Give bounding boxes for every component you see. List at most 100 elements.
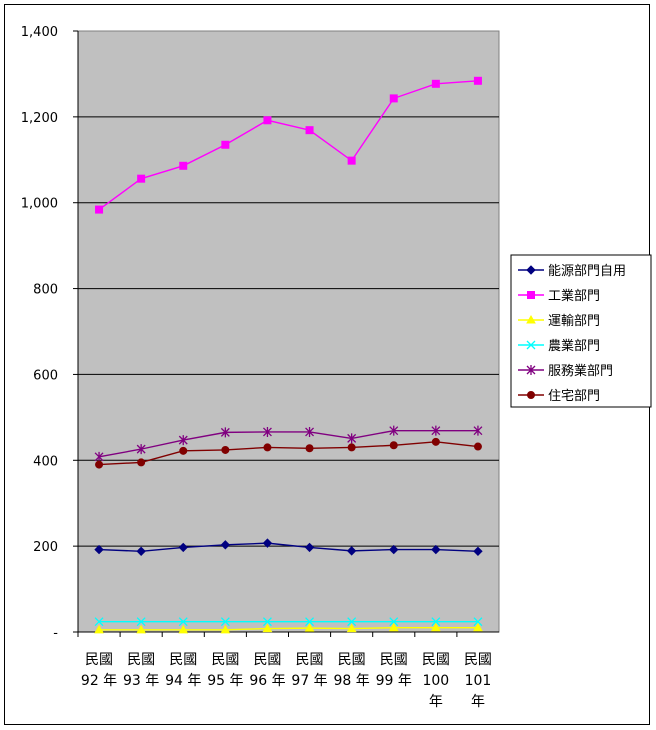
legend-label: 運輸部門 xyxy=(548,314,600,329)
data-point xyxy=(305,426,315,437)
series-line xyxy=(99,542,478,552)
data-point xyxy=(262,426,272,437)
data-point xyxy=(305,444,314,453)
data-point xyxy=(220,427,230,438)
data-point xyxy=(179,446,188,455)
x-tick-label: 民國 xyxy=(338,652,366,668)
series-group xyxy=(94,538,483,557)
x-tick-label: 93 年 xyxy=(123,673,159,689)
data-point xyxy=(473,425,483,436)
y-tick-label: 1,200 xyxy=(21,111,58,126)
x-tick-label: 民國 xyxy=(380,652,408,668)
x-tick-label: 民國 xyxy=(253,652,281,668)
data-point xyxy=(136,617,146,627)
data-point xyxy=(136,624,147,634)
data-point xyxy=(95,460,104,469)
legend-label: 能源部門自用 xyxy=(548,264,626,279)
series-group xyxy=(95,76,482,214)
data-point xyxy=(389,425,399,436)
series-line xyxy=(98,80,478,211)
data-point xyxy=(94,544,104,555)
y-tick-label: 200 xyxy=(33,540,58,555)
data-point xyxy=(262,623,273,633)
data-point xyxy=(220,624,231,634)
data-point xyxy=(431,544,441,555)
legend-marker xyxy=(527,291,535,299)
data-point xyxy=(179,161,188,170)
data-point xyxy=(431,437,440,446)
data-point xyxy=(220,617,230,627)
x-tick-label: 民國 xyxy=(422,652,450,668)
legend-marker xyxy=(526,365,536,375)
data-point xyxy=(431,617,441,627)
legend-box xyxy=(510,254,652,408)
series-group xyxy=(94,425,483,462)
series-line xyxy=(98,429,478,458)
y-tick-label: 400 xyxy=(33,454,58,469)
legend-marker xyxy=(526,314,536,324)
data-point xyxy=(389,617,399,627)
x-tick-label: 民國 xyxy=(127,652,155,668)
data-point xyxy=(305,617,315,627)
plot-area xyxy=(77,30,500,633)
x-tick-label: 100 xyxy=(422,673,449,689)
data-point xyxy=(388,622,399,632)
x-tick-label: 民國 xyxy=(85,652,113,668)
data-point xyxy=(305,126,314,135)
legend-marker xyxy=(526,265,536,275)
data-point xyxy=(304,542,315,553)
data-point xyxy=(347,443,356,452)
data-point xyxy=(473,76,482,85)
data-point xyxy=(221,140,230,149)
x-tick-label: 99 年 xyxy=(376,673,412,689)
x-tick-label: 101 xyxy=(465,673,492,689)
data-point xyxy=(346,623,357,633)
data-point xyxy=(262,538,273,548)
series-group xyxy=(95,437,482,469)
data-point xyxy=(178,542,188,553)
y-axis-ticks: - 200 400 600 800 1,000 1,200 1,400 xyxy=(21,25,499,641)
data-point xyxy=(221,445,230,454)
x-tick-label: 年 xyxy=(429,694,443,710)
legend-label: 工業部門 xyxy=(548,288,600,304)
x-tick-label: 97 年 xyxy=(291,673,327,689)
y-tick-label: 800 xyxy=(33,283,58,298)
data-point xyxy=(473,622,483,632)
x-tick-label: 96 年 xyxy=(249,673,285,689)
data-point xyxy=(473,442,482,451)
data-point xyxy=(136,444,146,455)
series-line xyxy=(99,441,479,466)
series-group xyxy=(94,617,483,627)
data-point xyxy=(431,425,441,436)
data-point xyxy=(136,546,146,557)
data-point xyxy=(389,94,398,103)
data-point xyxy=(178,435,188,446)
data-point xyxy=(304,623,315,632)
data-point xyxy=(389,441,398,450)
data-point xyxy=(473,546,483,557)
x-tick-label: 95 年 xyxy=(207,673,243,689)
x-tick-label: 民國 xyxy=(296,652,324,668)
y-tick-label: 1,400 xyxy=(21,25,58,40)
data-point xyxy=(473,617,483,627)
legend-label: 服務業部門 xyxy=(548,363,613,379)
data-point xyxy=(263,116,272,125)
data-point xyxy=(178,617,188,627)
series-group xyxy=(94,622,483,634)
x-tick-label: 94 年 xyxy=(165,673,201,689)
data-point xyxy=(95,205,104,214)
data-point xyxy=(347,156,356,165)
data-point xyxy=(431,79,440,88)
data-point xyxy=(430,622,441,632)
data-series xyxy=(94,76,483,634)
legend-marker xyxy=(527,391,535,399)
data-point xyxy=(262,617,272,627)
y-tick-label: - xyxy=(53,626,58,641)
data-point xyxy=(178,624,189,634)
x-tick-label: 92 年 xyxy=(81,673,117,689)
data-point xyxy=(94,451,104,462)
data-point xyxy=(137,174,146,183)
